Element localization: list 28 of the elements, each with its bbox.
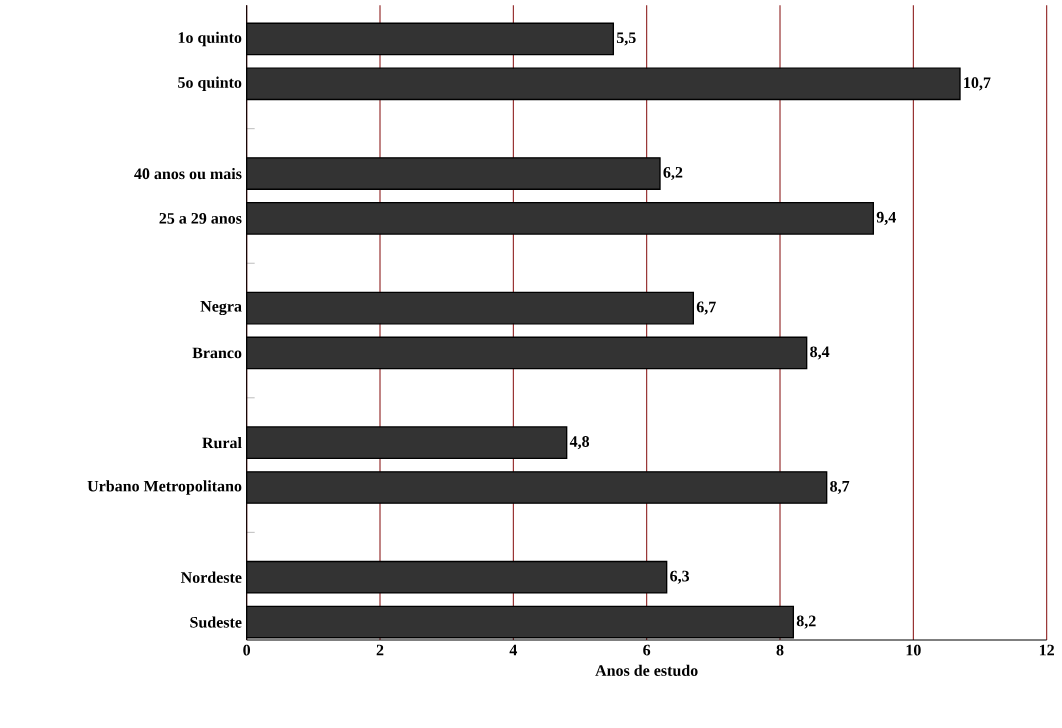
x-tick-label: 8: [776, 644, 784, 656]
y-tick-label: 1o quinto: [178, 31, 242, 47]
data-label: 6,2: [663, 166, 683, 181]
y-tick-label: Urbano Metropolitano: [87, 480, 242, 495]
data-label: 9,4: [876, 211, 896, 225]
y-tick-label: Nordeste: [180, 571, 242, 583]
data-label: 8,4: [810, 346, 830, 360]
y-tick-label: Branco: [192, 347, 242, 359]
x-tick-label: 10: [906, 644, 921, 656]
data-label: 8,7: [830, 480, 850, 495]
data-label: 5,5: [616, 32, 636, 46]
x-tick-label: 4: [509, 644, 518, 656]
data-label: 8,2: [796, 615, 816, 629]
data-label: 4,8: [569, 436, 590, 450]
y-tick-label: 40 anos ou mais: [134, 167, 242, 180]
y-tick-label: Rural: [202, 437, 242, 449]
y-tick-label: 25 a 29 anos: [159, 213, 242, 224]
data-label: 10,7: [964, 77, 991, 91]
data-label: 6,7: [696, 301, 716, 315]
y-tick-label: Negra: [200, 301, 242, 316]
x-tick-label: 12: [1039, 644, 1054, 656]
x-axis-title: Anos de estudo: [595, 664, 698, 676]
x-tick-label: 2: [376, 644, 384, 656]
x-tick-label: 0: [243, 644, 251, 656]
x-tick-label: 6: [643, 644, 651, 656]
y-tick-label: 5o quinto: [178, 76, 242, 92]
data-label: 6,3: [670, 570, 690, 584]
y-tick-label: Sudeste: [190, 616, 242, 628]
